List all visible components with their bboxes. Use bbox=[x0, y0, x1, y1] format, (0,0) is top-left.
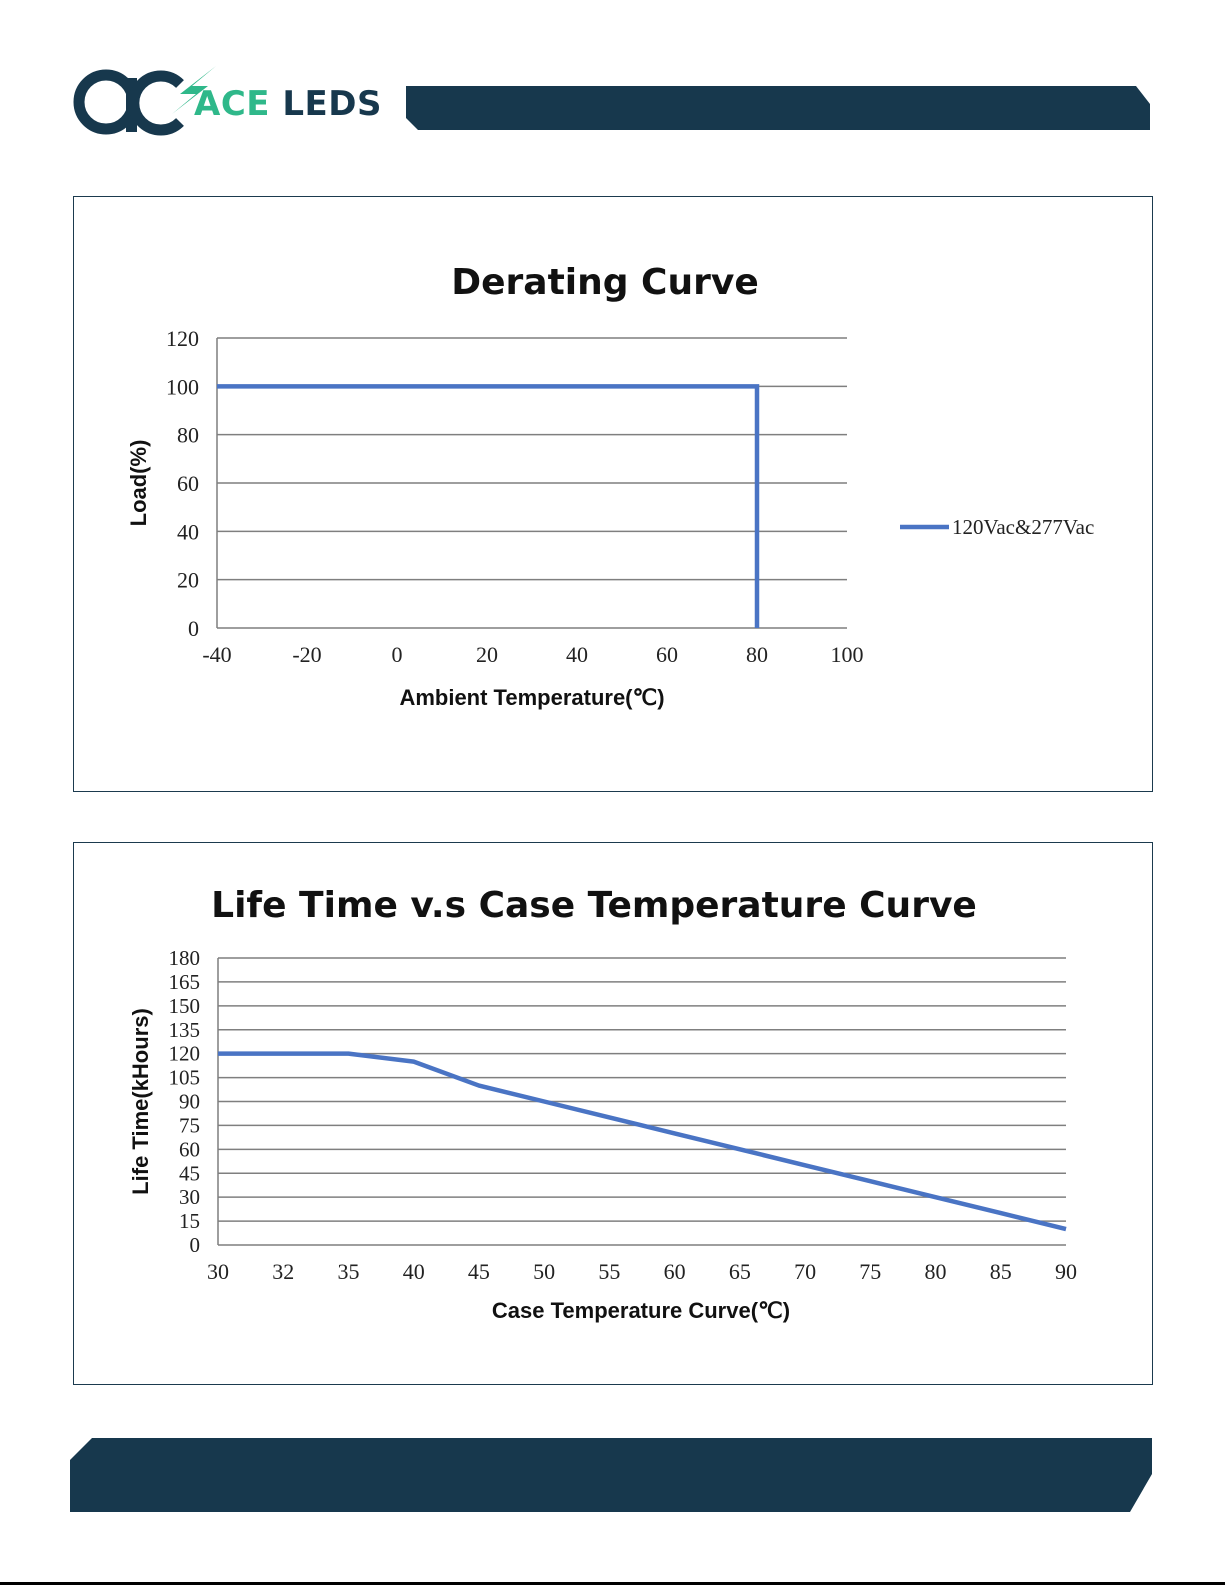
y-tick-label: 80 bbox=[177, 423, 199, 448]
x-tick-label: 80 bbox=[925, 1259, 947, 1284]
series-line bbox=[217, 384, 760, 628]
x-tick-label: 60 bbox=[656, 642, 678, 667]
x-axis-title: Case Temperature Curve(℃) bbox=[492, 1298, 790, 1323]
x-axis-title: Ambient Temperature(℃) bbox=[399, 685, 664, 710]
x-tick-label: 0 bbox=[392, 642, 403, 667]
x-tick-label: 32 bbox=[272, 1259, 294, 1284]
lightning-bolt-icon bbox=[172, 66, 216, 114]
series-line bbox=[218, 1051, 1067, 1232]
lifetime-chart-frame: Life Time v.s Case Temperature Curve 0 15 3… bbox=[73, 842, 1153, 1385]
y-tick-label: 100 bbox=[166, 374, 199, 399]
y-tick-label: 60 bbox=[179, 1137, 200, 1161]
y-tick-label: 45 bbox=[179, 1161, 200, 1185]
x-tick-label: 20 bbox=[476, 642, 498, 667]
x-tick-label: 40 bbox=[566, 642, 588, 667]
y-tick-label: 30 bbox=[179, 1185, 200, 1209]
x-tick-label: 100 bbox=[831, 642, 864, 667]
y-tick-label: 0 bbox=[190, 1233, 201, 1257]
derating-chart: Derating Curve 0 20 40 60 80 100 120 -40 -20 0 20 40… bbox=[126, 262, 1094, 710]
brand-name-leds: LEDS bbox=[282, 84, 382, 124]
y-tick-label: 60 bbox=[177, 471, 199, 496]
x-tick-label: 55 bbox=[598, 1259, 620, 1284]
x-tick-label: 40 bbox=[403, 1259, 425, 1284]
chart-title: Life Time v.s Case Temperature Curve bbox=[211, 885, 977, 926]
footer-band bbox=[70, 1438, 1152, 1512]
x-tick-label: 60 bbox=[664, 1259, 686, 1284]
x-tick-label: 65 bbox=[729, 1259, 751, 1284]
y-axis-title: Load(%) bbox=[126, 440, 151, 527]
y-tick-label: 0 bbox=[188, 616, 199, 641]
y-tick-label: 40 bbox=[177, 519, 199, 544]
brand-name-ace: ACE bbox=[194, 84, 283, 124]
x-tick-label: 50 bbox=[533, 1259, 555, 1284]
y-tick-label: 135 bbox=[169, 1018, 201, 1042]
y-tick-label: 105 bbox=[169, 1066, 201, 1090]
ace-leds-logo bbox=[73, 66, 216, 136]
y-axis-title: Life Time(kHours) bbox=[128, 1008, 153, 1195]
y-tick-label: 120 bbox=[166, 326, 199, 351]
x-tick-label: 80 bbox=[746, 642, 768, 667]
lifetime-chart: Life Time v.s Case Temperature Curve0153… bbox=[128, 885, 1077, 1323]
x-tick-label: 70 bbox=[794, 1259, 816, 1284]
logo-a-ring bbox=[73, 69, 139, 135]
x-tick-label: -20 bbox=[292, 642, 321, 667]
y-tick-label: 165 bbox=[169, 970, 201, 994]
x-tick-label: 30 bbox=[207, 1259, 229, 1284]
x-tick-label: 85 bbox=[990, 1259, 1012, 1284]
x-tick-label: 75 bbox=[859, 1259, 881, 1284]
x-tick-label: 45 bbox=[468, 1259, 490, 1284]
y-tick-label: 90 bbox=[179, 1090, 200, 1114]
x-tick-label: -40 bbox=[202, 642, 231, 667]
legend-label: 120Vac&277Vac bbox=[952, 515, 1094, 539]
y-tick-label: 180 bbox=[169, 946, 201, 970]
y-tick-label: 75 bbox=[179, 1113, 200, 1137]
logo-c-arc bbox=[128, 70, 184, 136]
page-bottom-rule bbox=[0, 1582, 1225, 1585]
y-tick-label: 120 bbox=[169, 1042, 201, 1066]
derating-chart-frame: Derating Curve 0 20 40 60 80 100 120 -40 -20 0 20 40… bbox=[73, 196, 1153, 792]
header-band bbox=[406, 86, 1150, 130]
chart-title: Derating Curve bbox=[451, 262, 759, 303]
y-tick-label: 150 bbox=[169, 994, 201, 1018]
y-tick-label: 15 bbox=[179, 1209, 200, 1233]
x-tick-label: 90 bbox=[1055, 1259, 1077, 1284]
y-tick-label: 20 bbox=[177, 568, 199, 593]
x-tick-label: 35 bbox=[337, 1259, 359, 1284]
brand-name: ACE LEDS bbox=[194, 84, 382, 124]
